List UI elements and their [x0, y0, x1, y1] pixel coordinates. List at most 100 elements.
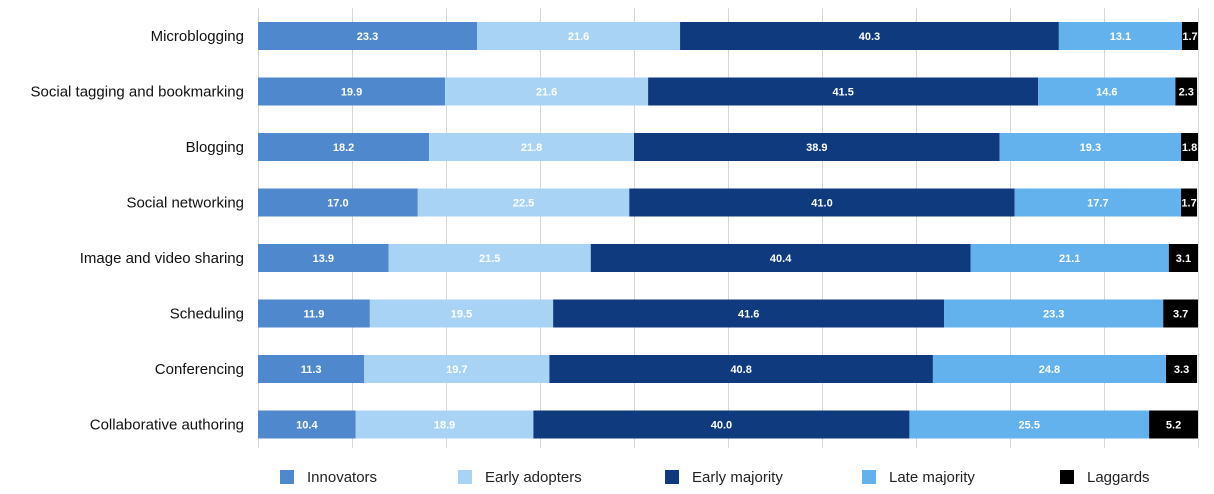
data-label: 1.8 — [1182, 142, 1197, 154]
bar-segment — [1014, 188, 1182, 217]
data-label: 17.0 — [327, 198, 348, 210]
bar-segment — [648, 77, 1039, 106]
bar-segment — [1168, 244, 1198, 272]
data-label: 10.4 — [296, 420, 318, 432]
data-label: 19.3 — [1080, 142, 1101, 154]
data-label: 19.5 — [451, 309, 472, 321]
category-label: Collaborative authoring — [90, 417, 244, 434]
category-label: Microblogging — [151, 28, 244, 45]
data-label: 40.4 — [770, 253, 792, 265]
bar-segment — [1038, 77, 1176, 106]
data-label: 21.6 — [568, 31, 589, 43]
data-label: 18.2 — [333, 142, 354, 154]
bar-segment — [355, 410, 534, 439]
data-label: 3.1 — [1176, 253, 1191, 265]
bar-segment — [477, 22, 681, 50]
bar-segment — [1166, 355, 1198, 383]
bar-segment — [970, 244, 1169, 272]
data-label: 38.9 — [806, 142, 827, 154]
bars: 23.3 21.6 40.3 13.1 1.7 19.9 21.6 41.5 14.6 2.3 18… — [258, 22, 1198, 439]
category-label: Blogging — [186, 139, 244, 156]
bar-segment — [258, 355, 365, 383]
bar-segment — [258, 188, 418, 217]
legend-label: Laggards — [1087, 469, 1150, 486]
bar-segment — [1181, 188, 1198, 217]
data-label: 18.9 — [434, 420, 455, 432]
data-label: 41.0 — [811, 198, 832, 210]
data-label: 22.5 — [513, 198, 534, 210]
bar-segment — [590, 244, 971, 272]
bar-segment — [909, 410, 1150, 439]
data-label: 40.0 — [711, 420, 732, 432]
legend-label: Innovators — [307, 469, 377, 486]
bar-segment — [258, 299, 370, 328]
data-label: 3.3 — [1174, 364, 1189, 376]
category-label: Social networking — [126, 195, 244, 212]
bar-segment — [634, 133, 1000, 161]
bar-segment — [364, 355, 550, 383]
bar-segment — [258, 244, 389, 272]
bar-segment — [999, 133, 1182, 161]
bar-segment — [553, 299, 945, 328]
data-label: 24.8 — [1039, 364, 1060, 376]
category-label: Social tagging and bookmarking — [31, 84, 244, 101]
legend-swatch — [1060, 470, 1074, 484]
bar-segment — [417, 188, 630, 217]
category-label: Scheduling — [170, 306, 244, 323]
data-label: 25.5 — [1019, 420, 1040, 432]
data-label: 14.6 — [1096, 87, 1117, 99]
data-label: 11.9 — [304, 309, 325, 321]
legend-swatch — [862, 470, 876, 484]
data-label: 23.3 — [1043, 309, 1064, 321]
bar-segment — [1181, 133, 1198, 161]
bar-segment — [932, 355, 1167, 383]
bar-segment — [258, 22, 478, 50]
data-label: 1.7 — [1182, 31, 1197, 43]
bar-segment — [680, 22, 1059, 50]
category-label: Conferencing — [155, 361, 244, 378]
data-label: 11.3 — [301, 364, 322, 376]
data-label: 5.2 — [1166, 420, 1181, 432]
bar-segment — [549, 355, 933, 383]
bar-segment — [258, 77, 446, 106]
data-label: 19.9 — [341, 87, 362, 99]
data-label: 13.1 — [1110, 31, 1131, 43]
bar-segment — [1175, 77, 1198, 106]
data-label: 40.8 — [730, 364, 751, 376]
data-label: 21.8 — [521, 142, 542, 154]
data-label: 2.3 — [1179, 87, 1194, 99]
data-label: 23.3 — [357, 31, 378, 43]
bar-segment — [1163, 299, 1198, 328]
data-label: 41.5 — [832, 87, 853, 99]
legend-label: Late majority — [889, 469, 975, 486]
bar-segment — [1149, 410, 1198, 439]
bar-segment — [258, 410, 356, 439]
bar-segment — [1058, 22, 1183, 50]
bar-segment — [445, 77, 649, 106]
data-label: 21.1 — [1059, 253, 1080, 265]
data-label: 41.6 — [738, 309, 759, 321]
bar-segment — [629, 188, 1015, 217]
data-label: 13.9 — [313, 253, 334, 265]
category-labels: Microblogging Social tagging and bookmark… — [31, 28, 244, 434]
data-label: 21.5 — [479, 253, 500, 265]
legend-swatch — [458, 470, 472, 484]
bar-segment — [388, 244, 591, 272]
category-label: Image and video sharing — [80, 250, 244, 267]
bar-segment — [1182, 22, 1198, 50]
legend-label: Early adopters — [485, 469, 582, 486]
data-label: 1.7 — [1181, 198, 1196, 210]
bar-segment — [369, 299, 554, 328]
bar-segment — [258, 133, 430, 161]
legend-label: Early majority — [692, 469, 783, 486]
bar-segment — [533, 410, 910, 439]
data-label: 40.3 — [859, 31, 880, 43]
legend: Innovators Early adopters Early majority La… — [280, 469, 1150, 486]
data-label: 21.6 — [536, 87, 557, 99]
data-label: 17.7 — [1087, 198, 1108, 210]
legend-swatch — [280, 470, 294, 484]
bar-segment — [944, 299, 1164, 328]
data-label: 19.7 — [446, 364, 467, 376]
legend-swatch — [665, 470, 679, 484]
